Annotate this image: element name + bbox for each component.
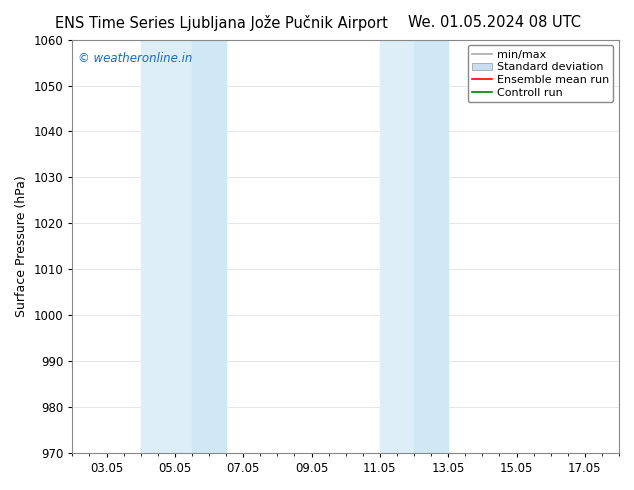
Bar (192, 40, 226, 453)
Text: We. 01.05.2024 08 UTC: We. 01.05.2024 08 UTC (408, 15, 581, 30)
Bar (141, 40, 192, 453)
Text: © weatheronline.in: © weatheronline.in (78, 52, 192, 65)
Bar (380, 40, 414, 453)
Legend: min/max, Standard deviation, Ensemble mean run, Controll run: min/max, Standard deviation, Ensemble me… (468, 45, 614, 102)
Bar (414, 40, 448, 453)
Y-axis label: Surface Pressure (hPa): Surface Pressure (hPa) (15, 175, 28, 317)
Text: ENS Time Series Ljubljana Jože Pučnik Airport: ENS Time Series Ljubljana Jože Pučnik Ai… (55, 15, 389, 31)
